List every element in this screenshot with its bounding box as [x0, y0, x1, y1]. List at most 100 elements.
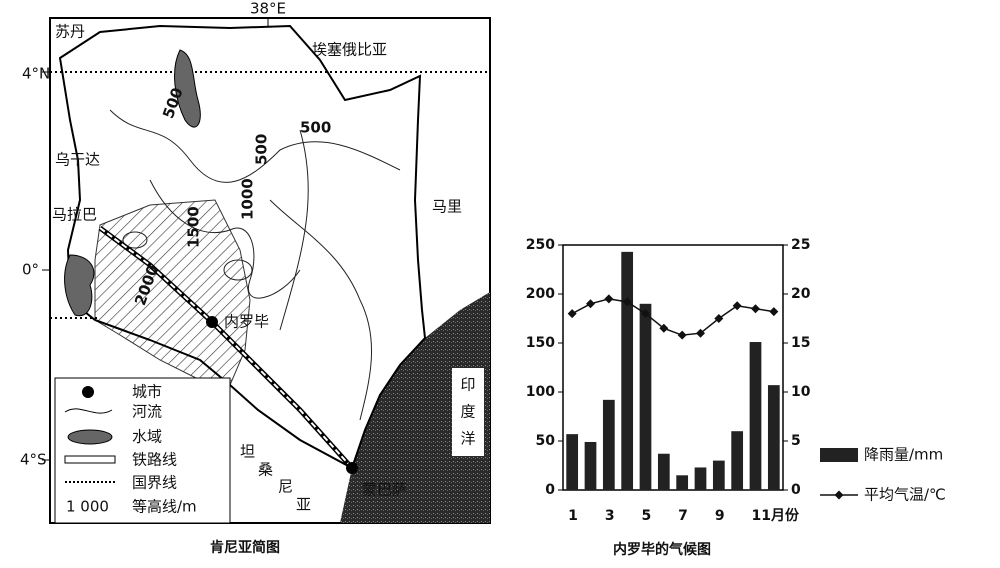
- y2-tick-label: 0: [791, 482, 801, 498]
- legend-label: 等高线/m: [132, 498, 197, 516]
- contour: [223, 259, 253, 281]
- legend-symbol: [67, 429, 113, 445]
- legend-label: 平均气温/℃: [864, 486, 946, 504]
- river: [269, 199, 373, 421]
- lake: [64, 254, 95, 317]
- marker: [622, 297, 632, 307]
- legend-symbol: [64, 455, 116, 464]
- bar: [621, 251, 634, 490]
- ocean-label: 印: [460, 376, 475, 394]
- place: 桑: [258, 461, 273, 479]
- y2-tick-label: 5: [791, 433, 801, 449]
- place: 埃塞俄比亚: [312, 41, 387, 59]
- x-tick-label: 11月份: [752, 507, 800, 524]
- label-box: [452, 368, 484, 456]
- y2-tick-label: 10: [791, 384, 811, 400]
- bar: [694, 467, 707, 490]
- bar: [767, 385, 780, 490]
- legend-symbol: [82, 386, 94, 398]
- place: 亚: [296, 496, 311, 514]
- y-tick-label: 150: [526, 335, 555, 351]
- city: [346, 462, 358, 474]
- contour-label: 1500: [185, 206, 203, 248]
- map: 38°E 4°N 0° 4°S 苏丹 埃塞俄比亚 乌干达 马拉巴 马里 内罗毕 …: [20, 0, 491, 556]
- y-tick-label: 0: [545, 482, 555, 498]
- marker: [659, 323, 669, 333]
- coordinate: 0°: [22, 261, 39, 279]
- x-tick-label: 7: [678, 508, 688, 524]
- legend-label: 降雨量/mm: [864, 446, 943, 464]
- lake: [174, 49, 201, 128]
- bar: [749, 342, 762, 490]
- contour: [279, 129, 309, 331]
- plot-frame: [562, 244, 784, 491]
- bar: [676, 475, 689, 490]
- contour-label: 1000: [239, 178, 257, 220]
- marker: [677, 330, 687, 340]
- place: 蒙巴萨: [362, 481, 407, 499]
- bar: [584, 441, 597, 490]
- legend-swatch: [820, 448, 858, 462]
- legend-label: 水域: [132, 428, 162, 446]
- legend-symbol: [64, 408, 113, 414]
- legend-label: 国界线: [132, 474, 177, 492]
- railway: [99, 227, 353, 469]
- marker: [714, 314, 724, 323]
- ocean-label: 度: [460, 403, 475, 421]
- city: [206, 316, 218, 328]
- bar: [712, 460, 725, 490]
- contour: [149, 179, 301, 299]
- y2-tick-label: 15: [791, 335, 810, 351]
- x-tick-label: 3: [605, 508, 615, 524]
- x-tick-label: 1: [568, 508, 578, 524]
- place: 马拉巴: [52, 206, 97, 224]
- marker: [641, 309, 650, 319]
- coordinate: 38°E: [250, 0, 286, 18]
- marker: [567, 309, 577, 319]
- bar: [657, 453, 670, 490]
- legend-label: 河流: [132, 403, 162, 421]
- contour: [109, 109, 401, 183]
- place: 苏丹: [55, 23, 85, 41]
- climate-chart: 内罗毕的气候图 0 50 100 150 200 250 0 5 10 15 20 25 1 3 5 7 9 11…: [526, 237, 946, 558]
- y2-tick-label: 20: [791, 286, 811, 302]
- place: 坦: [240, 443, 255, 461]
- bar: [602, 399, 615, 490]
- ocean-label: 洋: [460, 430, 475, 448]
- y-tick-label: 250: [526, 237, 555, 253]
- legend-label: 铁路线: [132, 451, 177, 469]
- marker: [769, 307, 779, 317]
- ocean: [340, 292, 490, 523]
- bar: [731, 431, 744, 490]
- legend: [54, 377, 231, 524]
- place: 马里: [432, 198, 462, 216]
- place: 内罗毕: [224, 313, 269, 331]
- place: 尼: [278, 478, 293, 496]
- legend-sample: 1 000: [66, 498, 109, 516]
- map-title: 肯尼亚简图: [210, 539, 280, 556]
- bar: [639, 303, 652, 490]
- y2-tick-label: 25: [791, 237, 810, 253]
- y-tick-label: 50: [536, 433, 556, 449]
- place: 乌干达: [55, 151, 100, 169]
- marker: [732, 301, 742, 311]
- marker: [751, 304, 760, 314]
- marker: [604, 294, 614, 304]
- marker: [696, 328, 705, 338]
- x-tick-label: 9: [715, 508, 725, 524]
- coordinate: 4°S: [20, 451, 47, 469]
- bar: [566, 434, 579, 490]
- contour-label: 500: [300, 119, 331, 137]
- coordinate: 4°N: [22, 65, 50, 83]
- y-tick-label: 100: [526, 384, 555, 400]
- chart-title: 内罗毕的气候图: [613, 541, 711, 558]
- legend-marker: [834, 490, 844, 500]
- line: [571, 298, 774, 336]
- contour-label: 500: [253, 134, 271, 165]
- x-tick-label: 5: [642, 508, 652, 524]
- marker: [586, 299, 595, 309]
- contour: [122, 231, 148, 249]
- y-tick-label: 200: [526, 286, 555, 302]
- legend-label: 城市: [132, 383, 162, 401]
